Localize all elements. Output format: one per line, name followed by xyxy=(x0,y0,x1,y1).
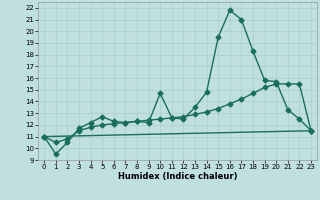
X-axis label: Humidex (Indice chaleur): Humidex (Indice chaleur) xyxy=(118,172,237,181)
